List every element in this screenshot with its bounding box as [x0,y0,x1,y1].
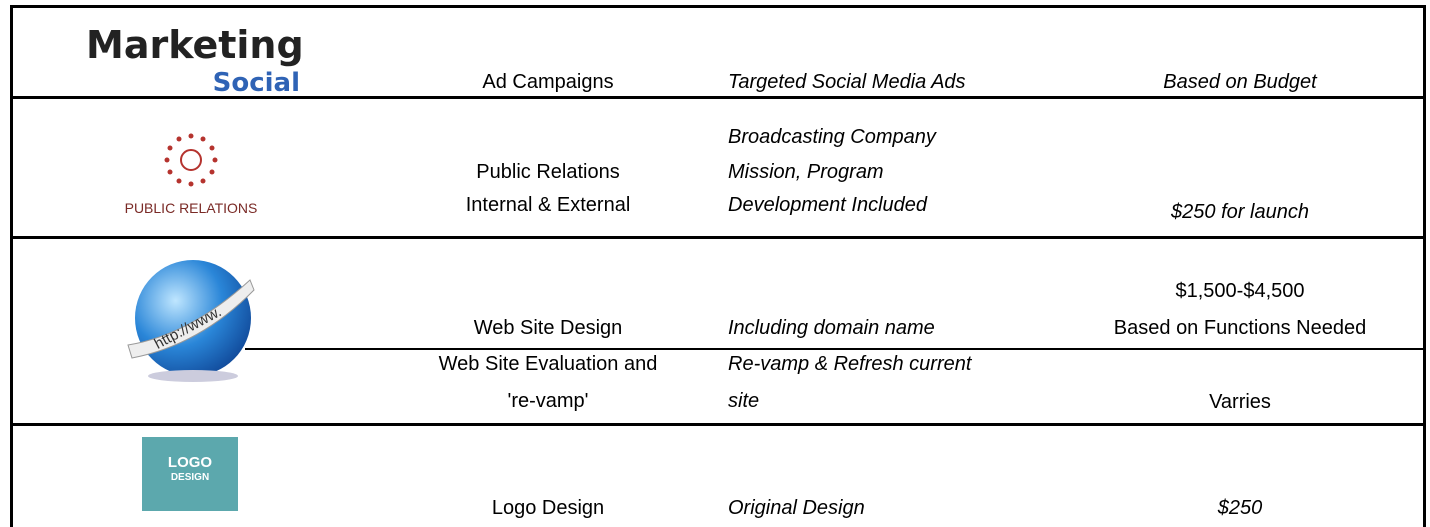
description: Mission, Program [728,161,884,183]
logo-icon-text: DESIGN [171,472,209,483]
globe-band [127,279,255,359]
description: site [728,390,760,412]
description: Original Design [728,497,865,519]
price: $250 [1217,497,1263,519]
border-right [1423,5,1426,527]
row-divider [10,236,1426,239]
marketing-logo-subtext: Social [213,68,300,98]
price: Based on Budget [1163,71,1317,93]
pr-icon [164,133,218,187]
service: Logo Design [491,497,605,519]
price: $250 for launch [1171,201,1309,223]
price: Varries [1209,391,1271,413]
service: Web Site Evaluation and [438,353,658,375]
service: 're-vamp' [507,390,589,412]
service: Ad Campaigns [482,71,614,93]
globe-shadow [148,370,238,382]
description: Including domain name [728,317,935,339]
marketing-logo-text: Marketing [86,23,304,67]
border-left [10,5,13,527]
price: $1,500-$4,500 [1175,280,1305,302]
row-divider [10,96,1426,99]
pr-icon-label: PUBLIC RELATIONS [125,200,258,216]
description: Targeted Social Media Ads [728,71,966,93]
row-divider [245,348,1426,350]
description: Broadcasting Company [728,126,936,148]
logo-icon-text: LOGO [168,454,212,471]
description: Development Included [728,194,928,216]
service: Internal & External [465,194,631,216]
description: Re-vamp & Refresh current [728,353,972,375]
border-top [10,5,1426,8]
service: Web Site Design [473,317,623,339]
service: Public Relations [476,161,620,183]
price: Based on Functions Needed [1113,317,1367,339]
row-divider [10,423,1426,426]
logo-icon [142,437,238,511]
